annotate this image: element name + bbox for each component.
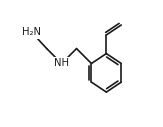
Text: H₂N: H₂N	[22, 27, 41, 37]
Text: NH: NH	[54, 59, 69, 68]
